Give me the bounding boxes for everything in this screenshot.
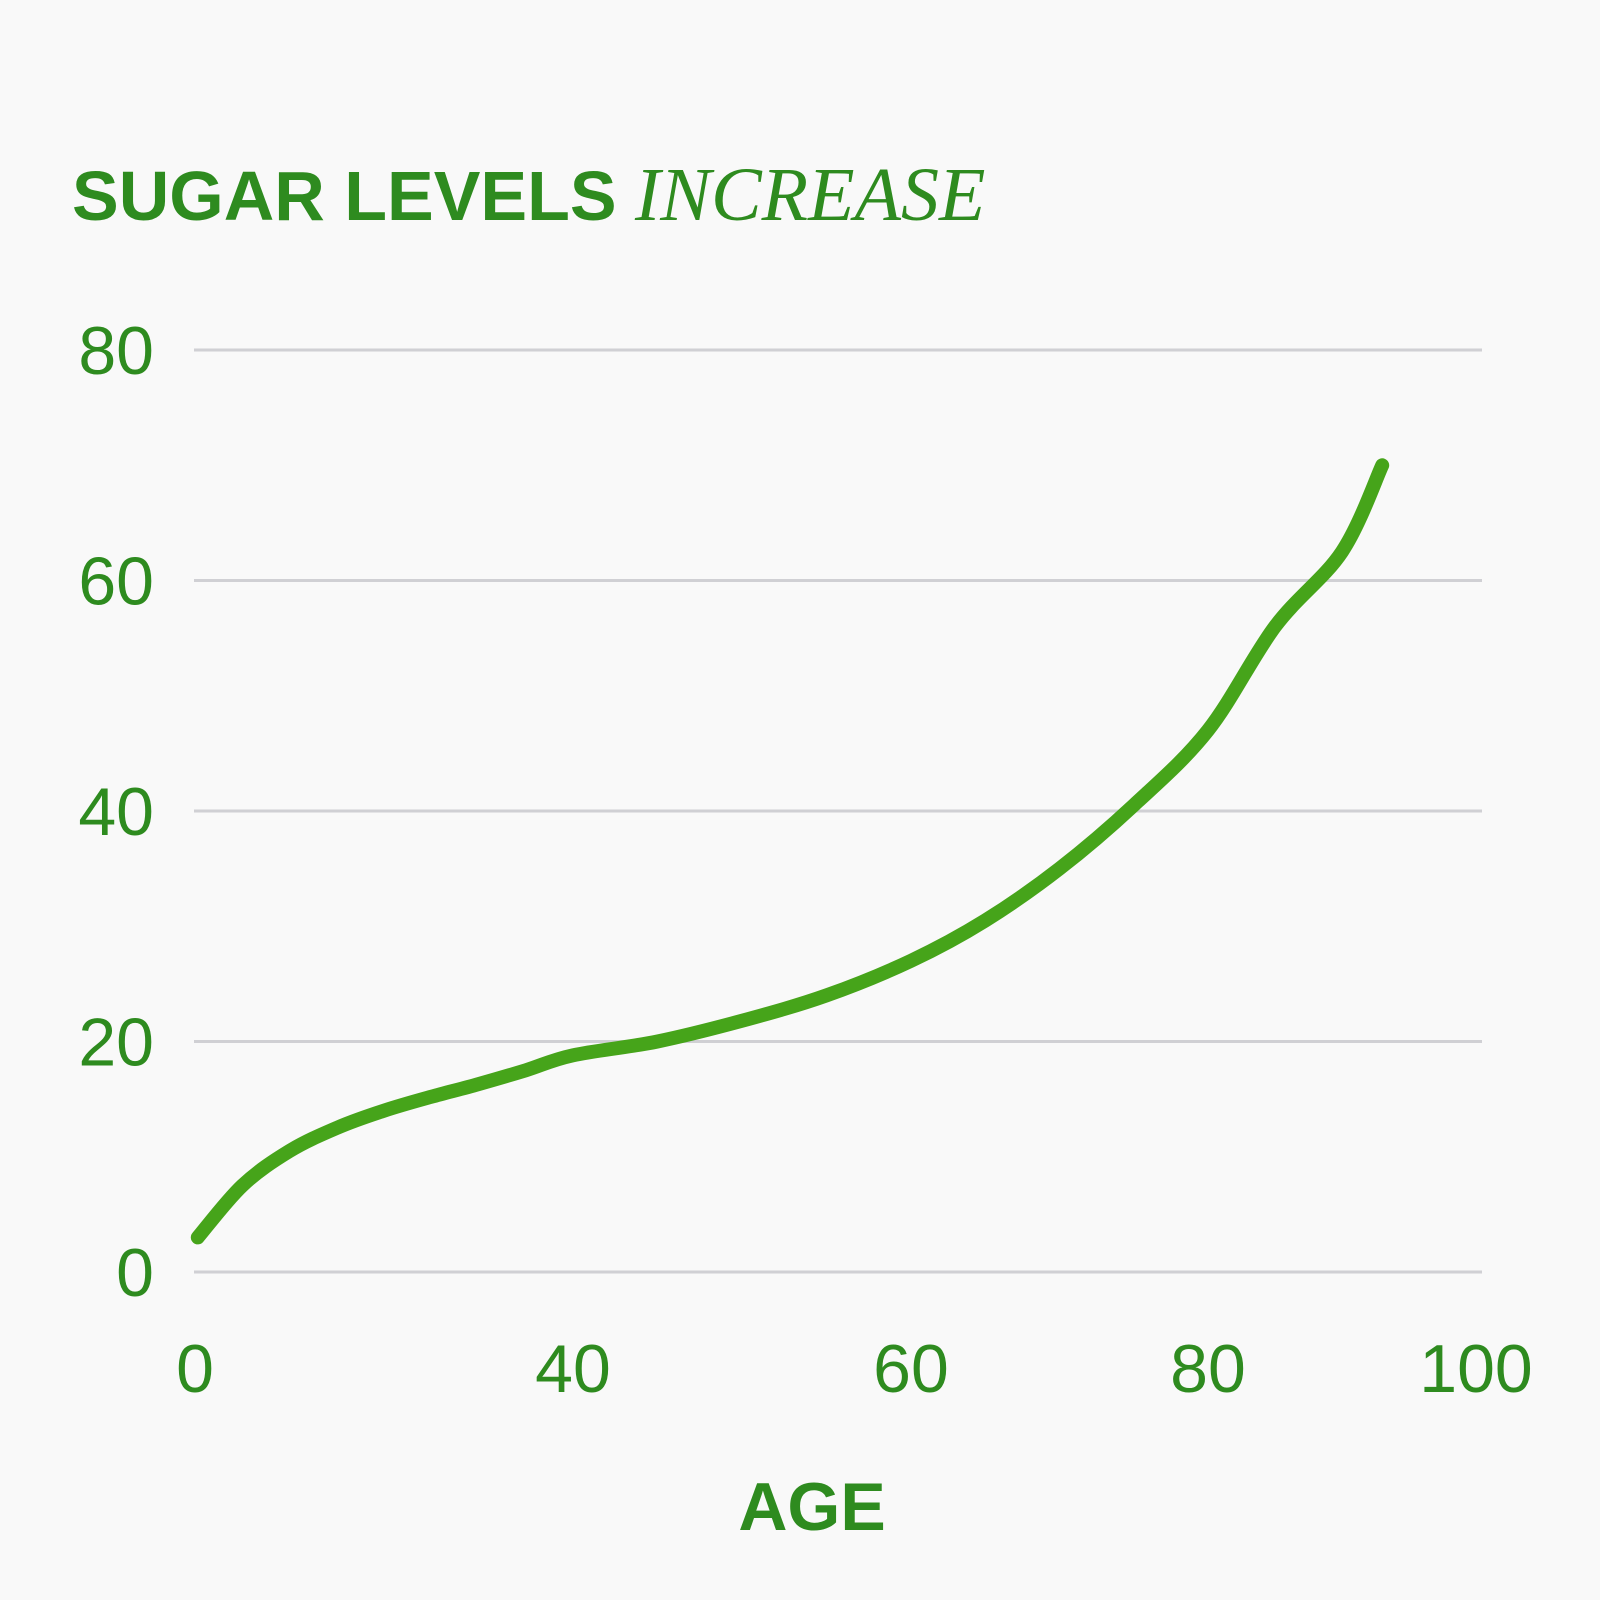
x-axis-label: AGE [738,1469,885,1545]
x-tick-label: 0 [176,1331,214,1407]
series-group [190,458,1390,1245]
series-line [190,458,1390,1245]
y-tick-label: 0 [116,1235,154,1311]
gridlines [194,348,1482,1274]
y-tick-label: 60 [78,544,154,620]
x-tick-label: 80 [1170,1331,1246,1407]
x-tick-label: 40 [535,1331,611,1407]
chart-title-emphasis: INCREASE [634,153,985,237]
x-tick-label: 60 [873,1331,949,1407]
y-tick-label: 40 [78,774,154,850]
y-tick-label: 20 [78,1005,154,1081]
chart-title-main: SUGAR LEVELS [72,157,617,235]
y-tick-label: 80 [78,313,154,389]
chart-title: SUGAR LEVELS INCREASE [72,153,985,237]
x-axis-ticks: 0 40 60 80 100 [176,1331,1533,1407]
y-axis-ticks: 0 20 40 60 80 [78,313,154,1311]
x-tick-label: 100 [1419,1331,1532,1407]
